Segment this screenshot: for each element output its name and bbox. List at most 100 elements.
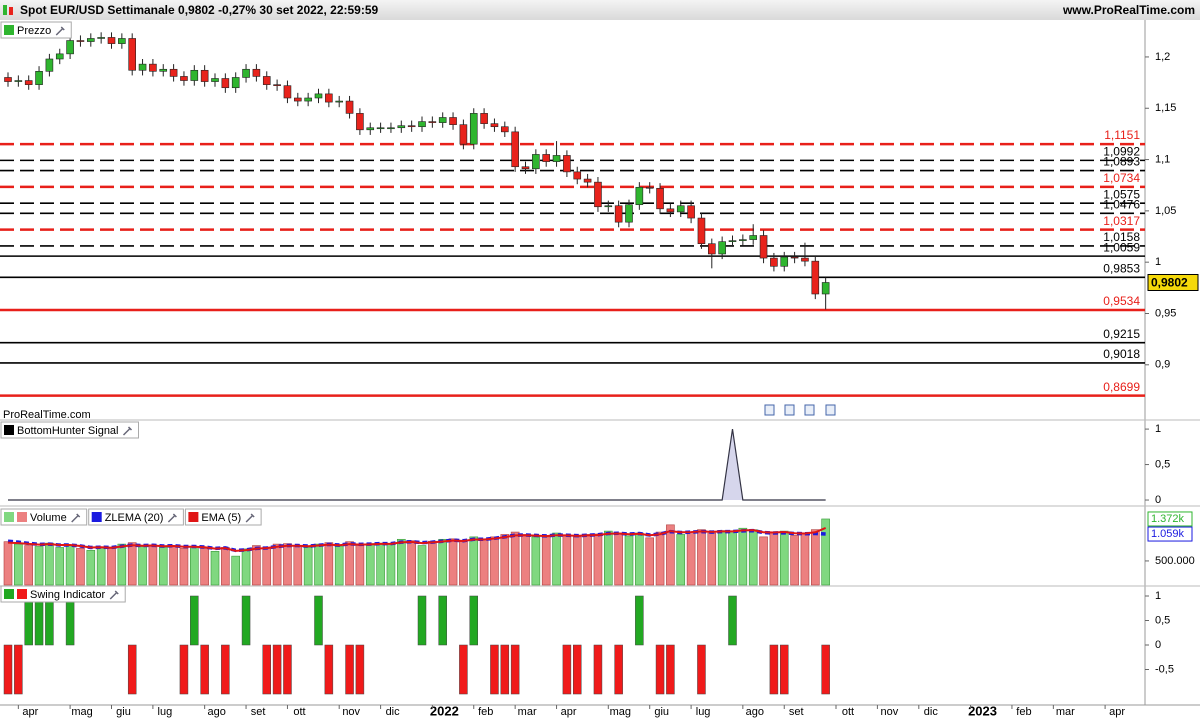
panel-label[interactable]: Volume	[30, 512, 67, 524]
panel-label-icon	[17, 512, 27, 522]
volume-bar	[541, 536, 551, 586]
y-tick-label: 0,5	[1155, 614, 1170, 626]
y-tick-label: -0,5	[1155, 663, 1174, 675]
candle-body	[770, 257, 778, 267]
header-icon	[9, 7, 13, 15]
panel-label[interactable]: Swing Indicator	[30, 589, 106, 601]
swing-bar	[3, 644, 13, 695]
volume-bar	[345, 541, 354, 586]
candle-body	[345, 100, 354, 114]
level-label: 1,0317	[1103, 214, 1140, 228]
candle-body	[118, 38, 126, 44]
news-icon[interactable]	[825, 404, 836, 416]
x-tick-label: 2022	[430, 703, 459, 718]
volume-bar	[407, 540, 416, 586]
settings-icon[interactable]	[122, 426, 133, 436]
candle-body	[428, 121, 437, 123]
x-tick-label: nov	[881, 706, 899, 718]
watermark: ProRealTime.com	[3, 409, 91, 421]
candle-body	[335, 100, 344, 103]
settings-icon[interactable]	[71, 513, 81, 523]
swing-bar	[573, 644, 582, 695]
swing-bar	[24, 595, 33, 646]
swing-bar	[510, 644, 520, 695]
y-tick-label: 1,1	[1155, 153, 1170, 165]
volume-bar	[738, 527, 748, 586]
candle-body	[480, 113, 488, 124]
y-tick-label: 1,15	[1155, 102, 1176, 114]
candle-body	[366, 127, 375, 131]
volume-bar	[800, 533, 810, 586]
volume-bar	[55, 547, 65, 586]
candle-body	[749, 235, 758, 240]
candle-body	[14, 80, 23, 82]
volume-bar	[469, 536, 479, 586]
panel-label-icon	[4, 25, 14, 35]
settings-icon[interactable]	[109, 590, 119, 600]
candle-body	[500, 126, 509, 133]
volume-bar	[490, 536, 499, 586]
swing-bar	[780, 644, 789, 695]
panel-label[interactable]: BottomHunter Signal	[17, 425, 119, 437]
swing-bar	[655, 644, 665, 695]
candle-body	[614, 205, 623, 223]
header-site[interactable]: www.ProRealTime.com	[1062, 3, 1195, 17]
candle-body	[180, 76, 188, 81]
candle-body	[718, 241, 726, 255]
settings-icon[interactable]	[245, 513, 255, 523]
panel-label-box	[0, 585, 126, 603]
volume-bar	[190, 546, 199, 586]
panel-label[interactable]: Prezzo	[17, 25, 51, 37]
y-tick-label: 1	[1155, 423, 1161, 435]
swing-bar	[562, 644, 572, 695]
news-icon[interactable]	[764, 404, 775, 416]
volume-bar	[521, 534, 530, 586]
volume-bar	[614, 532, 623, 586]
volume-bar	[769, 532, 779, 586]
volume-bar	[759, 536, 768, 586]
level-label: 1,0476	[1103, 198, 1140, 212]
x-tick-label: nov	[342, 706, 360, 718]
x-tick-label: giu	[116, 706, 131, 718]
panel-label[interactable]: ZLEMA (20)	[105, 512, 164, 524]
swing-bar	[469, 595, 478, 646]
candle-body	[604, 205, 613, 208]
candle-body	[107, 37, 116, 44]
settings-icon[interactable]	[167, 513, 177, 523]
volume-bar	[231, 555, 240, 586]
candle-body	[169, 68, 178, 77]
panel-label-icon	[91, 512, 102, 522]
news-icon[interactable]	[784, 404, 795, 416]
candle-body	[739, 239, 747, 241]
y-tick-label: 0,9	[1155, 359, 1170, 371]
volume-bar	[252, 545, 261, 586]
candle-body	[211, 78, 219, 82]
volume-bar	[448, 538, 458, 586]
volume-bar	[34, 546, 44, 586]
volume-bar	[748, 529, 758, 586]
panel-label[interactable]: EMA (5)	[201, 512, 241, 524]
panel-label-icon	[4, 425, 14, 435]
volume-bar	[396, 538, 406, 586]
candle-body	[407, 125, 416, 128]
x-tick-label: apr	[22, 706, 38, 718]
swing-bar	[14, 644, 23, 695]
candle-body	[221, 78, 230, 89]
candle-body	[242, 68, 250, 78]
swing-bar	[355, 644, 365, 695]
swing-bar	[65, 595, 75, 646]
volume-bar	[283, 543, 292, 586]
settings-icon[interactable]	[55, 26, 65, 36]
news-icon[interactable]	[804, 404, 815, 416]
header-icon	[3, 5, 7, 15]
panel-label-box	[88, 508, 184, 526]
x-tick-label: 2023	[968, 703, 997, 718]
volume-bar	[562, 535, 572, 586]
volume-bar	[707, 532, 717, 586]
volume-bar	[169, 545, 178, 586]
volume-bar	[210, 551, 220, 586]
volume-bar	[241, 548, 251, 586]
swing-bar	[614, 644, 623, 695]
candle-body	[149, 63, 157, 72]
y-tick-label: 0,5	[1155, 458, 1170, 470]
